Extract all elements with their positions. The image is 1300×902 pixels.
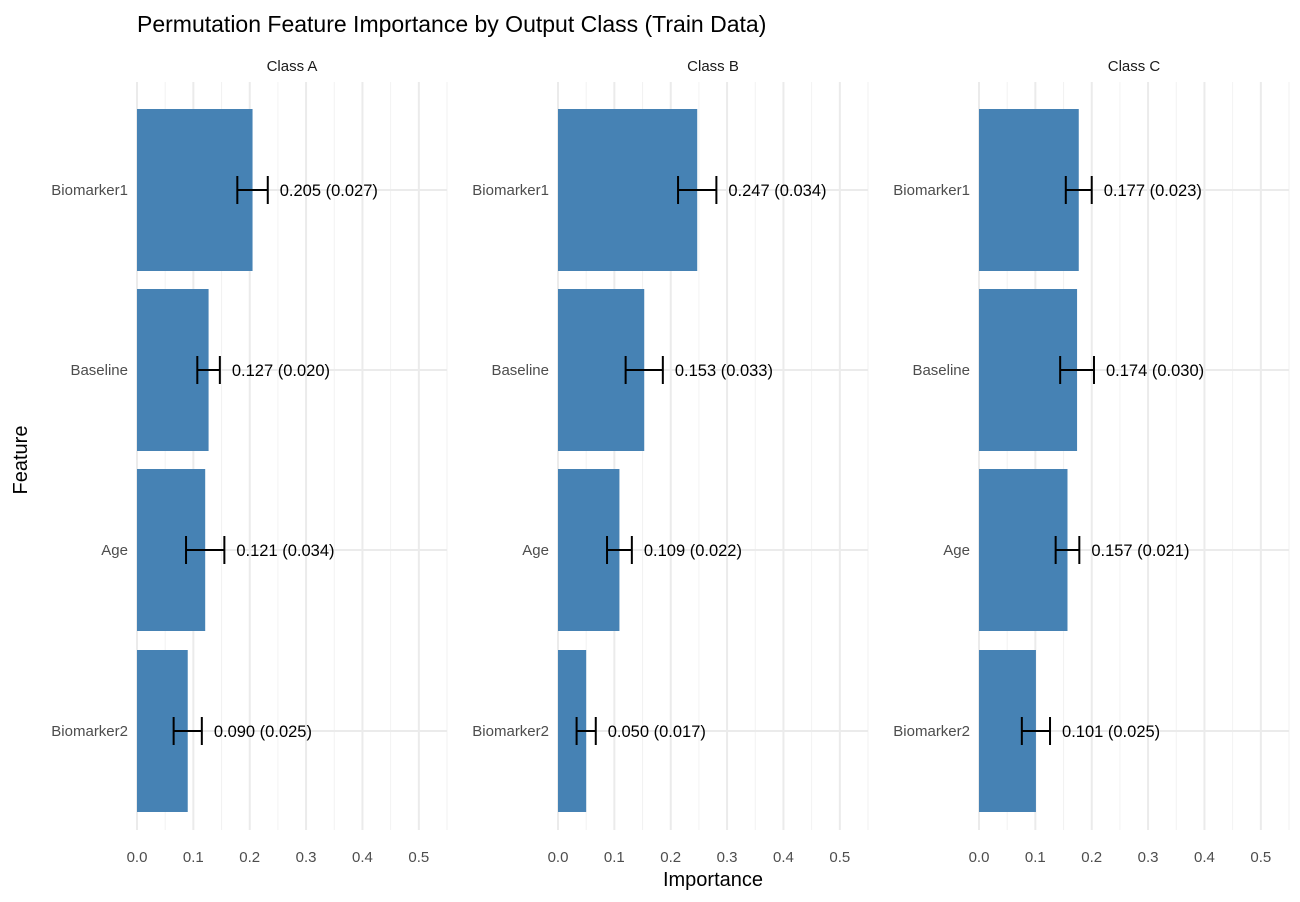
- x-tick-label: 0.0: [127, 849, 148, 866]
- y-tick-label: Age: [943, 542, 970, 559]
- y-tick-label: Age: [101, 542, 128, 559]
- x-tick-label: 0.0: [969, 849, 990, 866]
- facet-panel-class-c: Class C Biomarker1 Baseline Age Biomarker2 0.…: [893, 58, 1290, 866]
- facet-panels: Class A Biomarker1 Baseline Age Biomarker2 0.…: [51, 58, 1290, 866]
- x-tick-label: 0.2: [1081, 849, 1102, 866]
- x-tick-label: 0.1: [604, 849, 625, 866]
- data-label: 0.127 (0.020): [232, 362, 330, 380]
- error-bar: [575, 717, 597, 745]
- y-tick-label: Biomarker1: [893, 182, 970, 199]
- x-tick-label: 0.5: [408, 849, 429, 866]
- data-label: 0.121 (0.034): [236, 542, 334, 560]
- x-tick-label: 0.4: [1194, 849, 1215, 866]
- data-label: 0.050 (0.017): [608, 723, 706, 741]
- bar: [979, 109, 1079, 271]
- chart-title: Permutation Feature Importance by Output…: [137, 11, 766, 37]
- x-tick-label: 0.1: [1025, 849, 1046, 866]
- bar: [558, 109, 698, 271]
- facet-strip-label: Class C: [1108, 58, 1161, 75]
- y-tick-label: Biomarker1: [51, 182, 128, 199]
- data-label: 0.247 (0.034): [728, 182, 826, 200]
- error-bar: [236, 176, 269, 204]
- y-axis-title: Feature: [10, 426, 32, 495]
- y-tick-label: Biomarker2: [472, 723, 549, 740]
- x-axis-title: Importance: [663, 869, 763, 891]
- x-tick-label: 0.2: [660, 849, 681, 866]
- bar: [137, 109, 253, 271]
- data-label: 0.174 (0.030): [1106, 362, 1204, 380]
- x-tick-label: 0.5: [829, 849, 850, 866]
- y-tick-label: Baseline: [70, 362, 128, 379]
- x-tick-label: 0.1: [183, 849, 204, 866]
- facet-strip-label: Class A: [267, 58, 318, 75]
- y-tick-label: Age: [522, 542, 549, 559]
- y-tick-label: Biomarker2: [51, 723, 128, 740]
- error-bar: [624, 356, 664, 384]
- data-label: 0.157 (0.021): [1091, 542, 1189, 560]
- x-tick-label: 0.3: [296, 849, 317, 866]
- data-label: 0.177 (0.023): [1104, 182, 1202, 200]
- error-bar: [1059, 356, 1095, 384]
- error-bar: [196, 356, 221, 384]
- error-bar: [1020, 717, 1052, 745]
- error-bar: [677, 176, 718, 204]
- y-tick-label: Baseline: [491, 362, 549, 379]
- x-tick-label: 0.0: [548, 849, 569, 866]
- x-tick-label: 0.3: [1138, 849, 1159, 866]
- x-tick-label: 0.3: [717, 849, 738, 866]
- y-tick-label: Biomarker2: [893, 723, 970, 740]
- y-tick-label: Baseline: [912, 362, 970, 379]
- data-label: 0.153 (0.033): [675, 362, 773, 380]
- facet-strip-label: Class B: [687, 58, 739, 75]
- facet-panel-class-a: Class A Biomarker1 Baseline Age Biomarker2 0.…: [51, 58, 448, 866]
- error-bar: [1064, 176, 1093, 204]
- error-bar: [1054, 536, 1081, 564]
- data-label: 0.101 (0.025): [1062, 723, 1160, 741]
- data-label: 0.205 (0.027): [280, 182, 378, 200]
- data-label: 0.109 (0.022): [644, 542, 742, 560]
- x-tick-label: 0.2: [239, 849, 260, 866]
- y-tick-label: Biomarker1: [472, 182, 549, 199]
- facet-panel-class-b: Class B Biomarker1 Baseline Age Biomarker2 0.…: [472, 58, 869, 866]
- x-tick-label: 0.4: [773, 849, 794, 866]
- error-bar: [606, 536, 633, 564]
- error-bar: [172, 717, 203, 745]
- x-tick-label: 0.5: [1250, 849, 1271, 866]
- error-bar: [185, 536, 226, 564]
- bar: [979, 469, 1068, 631]
- data-label: 0.090 (0.025): [214, 723, 312, 741]
- x-tick-label: 0.4: [352, 849, 373, 866]
